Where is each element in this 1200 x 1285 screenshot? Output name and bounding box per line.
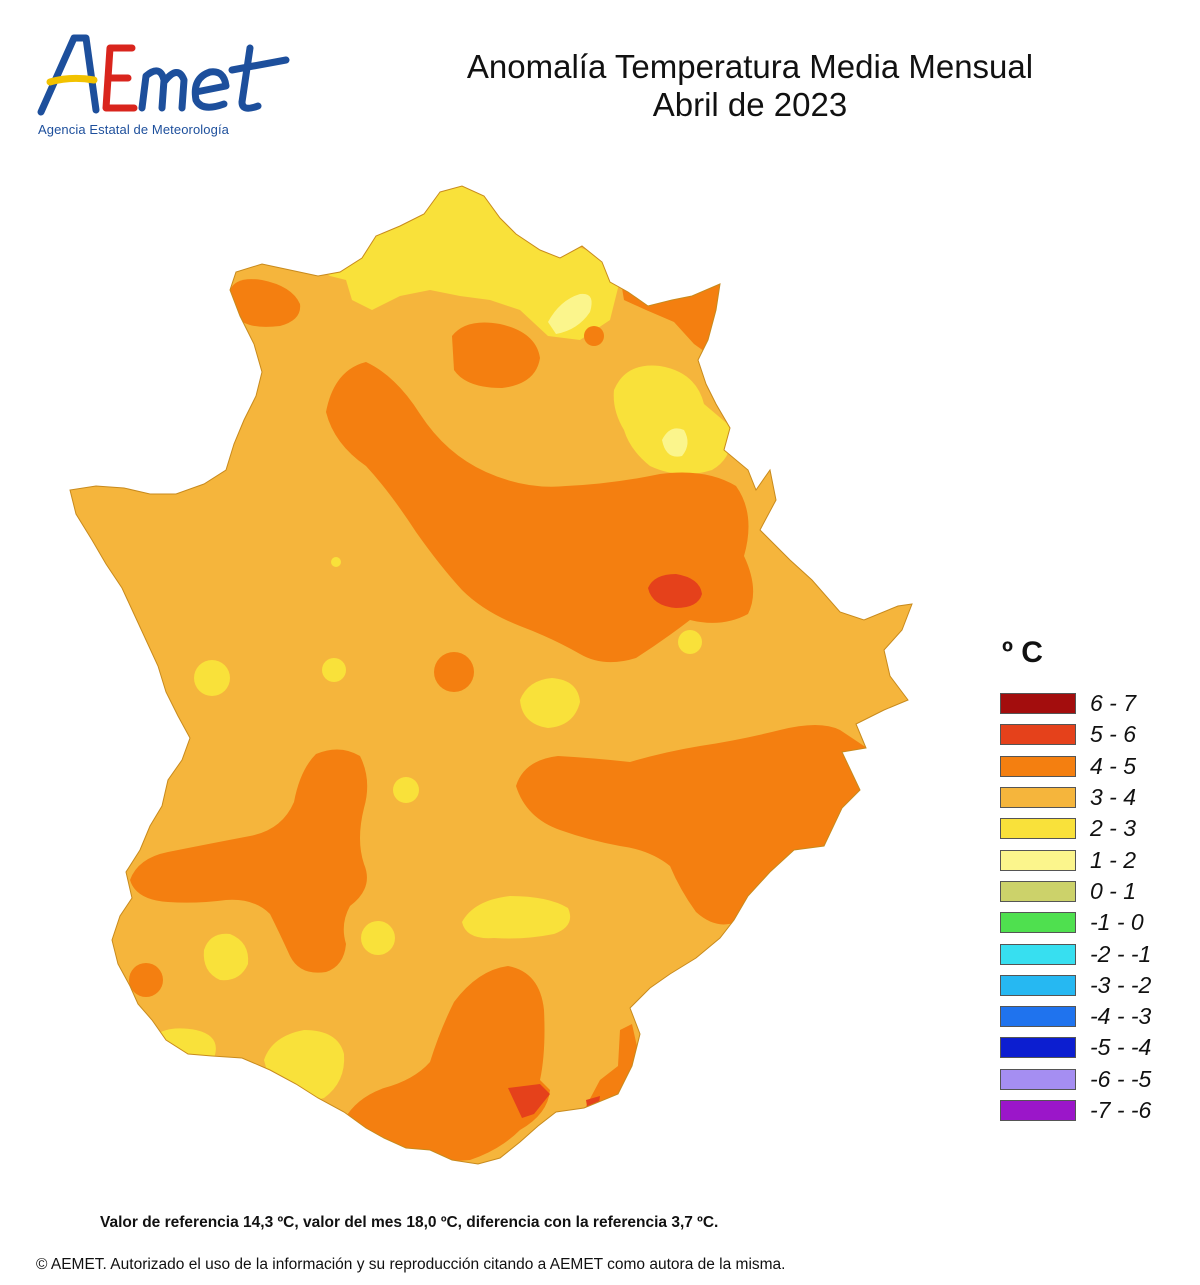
zone-southwest-2-3-a [203,933,249,981]
legend-swatch [1000,974,1076,996]
zone-southeast-4-5 [516,725,870,925]
title-line-2: Abril de 2023 [652,86,848,123]
legend-item: 3 - 4 [1000,782,1190,813]
anomaly-map [69,185,913,1165]
anomaly-contours [129,186,870,1161]
legend-label: -3 - -2 [1090,971,1152,998]
zone-westcentral-4-5 [130,749,368,973]
zone-central-2-3-a [520,678,580,728]
zone-southwest-2-3-c [150,1028,216,1070]
zone-north-1-2 [548,293,592,334]
zone-northwest-4-5 [230,279,301,327]
zone-west-4-5 [129,963,163,997]
zone-south-2-3 [462,896,571,939]
legend-item: -5 - -4 [1000,1032,1190,1063]
zone-small-4-5-a [584,326,604,346]
zone-northeast-1-2 [662,428,688,457]
legend-label: 4 - 5 [1090,752,1137,779]
legend-item: -1 - 0 [1000,907,1190,938]
legend-swatch [1000,880,1076,902]
legend-label: -2 - -1 [1090,940,1152,967]
legend-label: 0 - 1 [1090,877,1137,904]
legend-item: 6 - 7 [1000,688,1190,719]
legend-swatch [1000,724,1076,746]
legend-item: 4 - 5 [1000,751,1190,782]
legend-swatch [1000,912,1076,934]
legend-swatch [1000,1068,1076,1090]
zone-south-4-5 [344,966,550,1161]
zone-south-5-6 [508,1084,550,1118]
legend-unit: º C [1002,636,1043,669]
legend-swatch [1000,693,1076,715]
legend-item: -7 - -6 [1000,1095,1190,1126]
aemet-wordmark-graphic [37,34,290,116]
legend-item: -4 - -3 [1000,1001,1190,1032]
zone-central-2-3-b [678,630,702,654]
legend-label: -1 - 0 [1090,909,1144,936]
zone-central-2-3-c [322,658,346,682]
legend-item: -6 - -5 [1000,1064,1190,1095]
zone-central-2-3-d [393,777,419,803]
legend-label: -7 - -6 [1090,1097,1152,1123]
zone-central-5-6 [648,574,702,608]
legend-label: -4 - -3 [1090,1003,1152,1030]
map-title: Anomalía Temperatura Media Mensual Abril… [400,48,1100,124]
legend-label: 5 - 6 [1090,721,1137,748]
legend-item: 5 - 6 [1000,719,1190,750]
zone-west-2-3 [194,660,230,696]
reference-note: Valor de referencia 14,3 ºC, valor del m… [100,1214,719,1231]
legend-label: 6 - 7 [1090,690,1137,717]
legend-item: 1 - 2 [1000,844,1190,875]
legend-item: 2 - 3 [1000,813,1190,844]
legend-swatch [1000,787,1076,809]
legend-label: -5 - -4 [1090,1034,1152,1061]
legend-swatch [1000,755,1076,777]
legend-label: 2 - 3 [1090,815,1137,842]
title-line-1: Anomalía Temperatura Media Mensual [466,48,1034,85]
logo-subtitle: Agencia Estatal de Meteorología [38,122,229,137]
legend-label: 1 - 2 [1090,846,1137,873]
legend-item: 0 - 1 [1000,876,1190,907]
legend-swatch [1000,849,1076,871]
legend-swatch [1000,818,1076,840]
legend-swatch [1000,1100,1076,1121]
legend-label: -6 - -5 [1090,1065,1152,1092]
zone-central-2-3-e [331,557,341,567]
zone-northeast-2-3 [613,365,732,475]
zone-north-4-5 [452,322,540,388]
legend-items: 6 - 7 5 - 6 4 - 5 3 - 4 2 - 3 1 - 2 0 - 1 -1 - … [1000,688,1190,1126]
zone-southwest-2-3-b [361,921,395,955]
legend-swatch [1000,1037,1076,1059]
zone-central-4-5 [326,362,754,663]
zone-central-4-5-b [434,652,474,692]
map-legend: º C 6 - 7 5 - 6 4 - 5 3 - 4 2 - 3 1 - 2 0 - 1 -… [1000,636,1190,1126]
legend-item: -3 - -2 [1000,970,1190,1001]
aemet-logo: Agencia Estatal de Meteorología [36,30,296,145]
legend-swatch [1000,943,1076,965]
copyright-note: © AEMET. Autorizado el uso de la informa… [36,1256,786,1273]
legend-swatch [1000,1006,1076,1028]
legend-item: -2 - -1 [1000,938,1190,969]
legend-label: 3 - 4 [1090,784,1137,811]
